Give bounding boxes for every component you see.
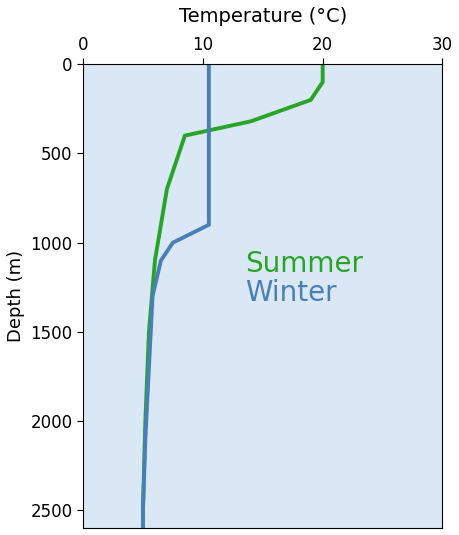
Text: Summer: Summer [244, 250, 362, 278]
Title: Temperature (°C): Temperature (°C) [178, 7, 346, 26]
Text: Winter: Winter [244, 279, 336, 307]
Y-axis label: Depth (m): Depth (m) [7, 250, 25, 342]
